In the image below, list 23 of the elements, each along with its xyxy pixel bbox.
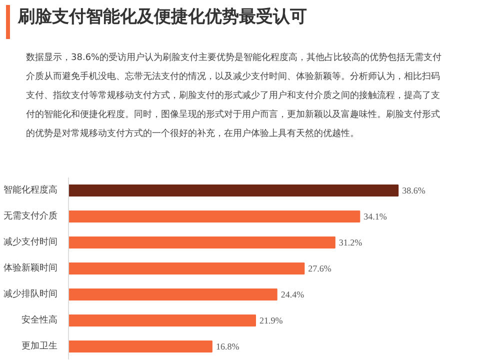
bar	[68, 262, 305, 274]
y-tick-label: 减少排队时间	[4, 288, 58, 300]
chart-subtitle: 数据显示，38.6%的受访用户认为刷脸支付主要优势是智能化程度高，其他占比较高的优势包括无需支付介质从而避免手机没电、忘带无法支付的情况，以及减少支付时间、体验新颖等。分析师认为，相比扫码支付、指纹支付等常规移动支付方式，刷脸支付的形式减少了用户和支付介质之间的接触流程，提高了支付的智能化和便捷化程度。同时，图像呈现的形式对于用户而言，更加新颖以及富趣味性。刷脸支付形式的优势是对常规移动支付方式的一个很好的补充，在用户体验上具有天然的优越性。	[26, 52, 443, 141]
bar	[68, 288, 278, 300]
y-tick-label: 无需支付介质	[4, 210, 58, 222]
data-label: 31.2%	[338, 238, 363, 248]
y-tick-label: 安全性高	[22, 314, 58, 326]
y-tick-label: 智能化程度高	[4, 184, 58, 196]
y-tick-label: 减少支付时间	[4, 236, 58, 248]
bar	[68, 314, 256, 326]
data-label: 34.1%	[364, 212, 388, 222]
bar	[68, 210, 360, 222]
bar	[68, 340, 212, 352]
y-tick-label: 体验新颖时间	[4, 262, 58, 274]
bar	[68, 236, 336, 248]
data-label: 16.8%	[216, 342, 240, 352]
y-tick-label: 更加卫生	[22, 340, 58, 352]
chart-title: 刷脸支付智能化及便捷化优势最受认可	[18, 6, 307, 29]
data-label: 21.9%	[260, 316, 284, 326]
bar	[68, 184, 399, 196]
data-label: 24.4%	[280, 290, 305, 300]
data-label: 27.6%	[308, 264, 332, 274]
data-label: 38.6%	[402, 186, 426, 196]
